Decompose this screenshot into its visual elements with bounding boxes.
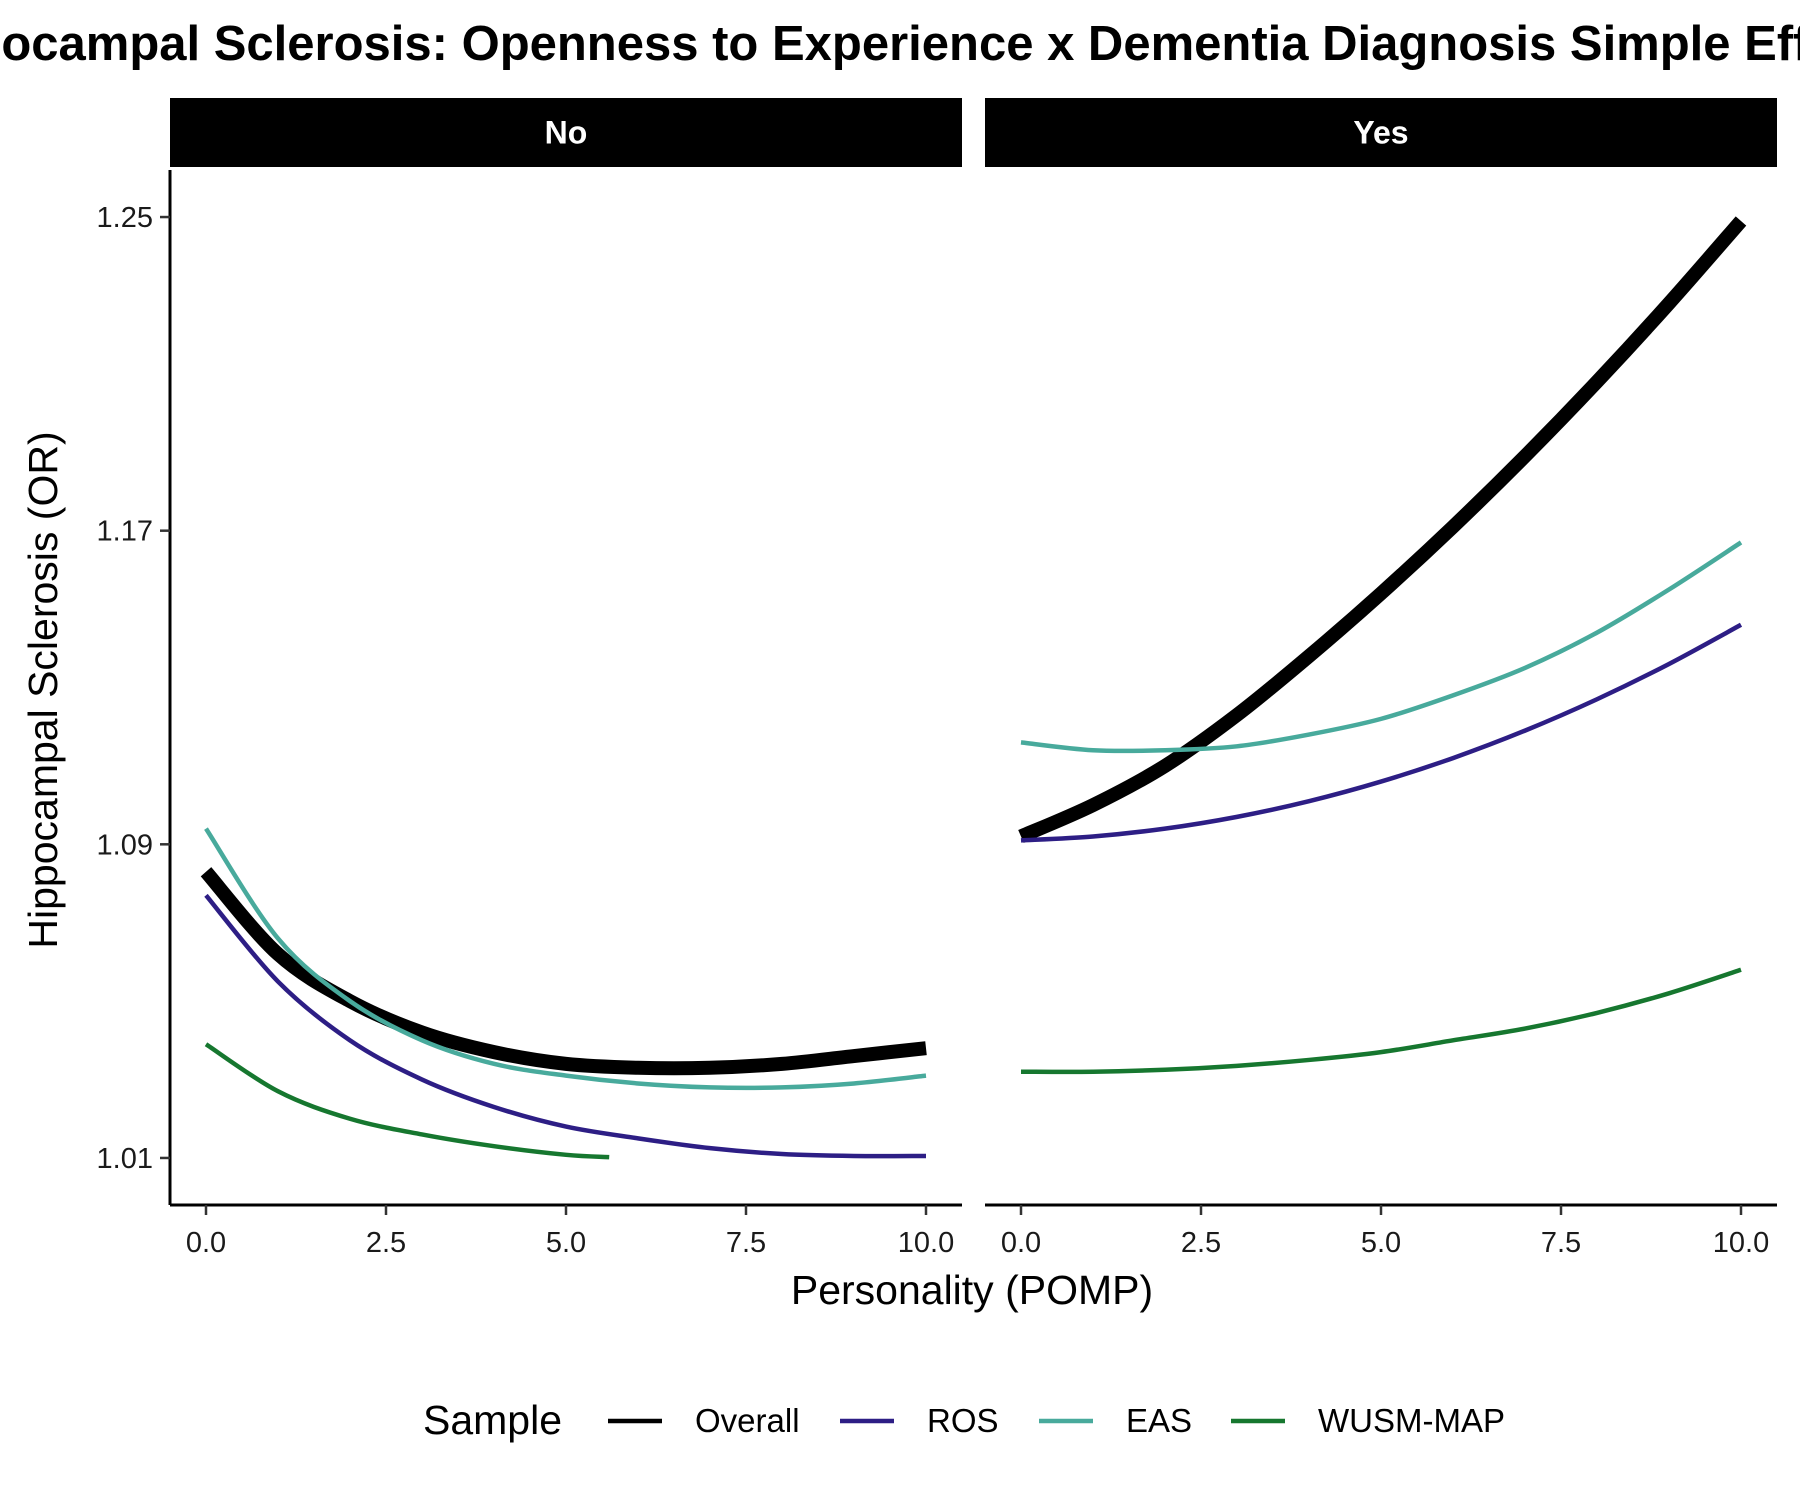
series-line-overall xyxy=(1018,216,1747,843)
chart-title: Hippocampal Sclerosis: Openness to Exper… xyxy=(0,17,1800,71)
y-tick-label: 1.25 xyxy=(97,202,153,234)
series-line-ros xyxy=(1020,622,1743,843)
series-line-overall xyxy=(200,867,927,1076)
legend-item-eas: EAS xyxy=(1039,1402,1192,1439)
x-tick-label: 7.5 xyxy=(726,1227,766,1259)
legend-item-ros: ROS xyxy=(840,1402,999,1439)
x-tick-label: 10.0 xyxy=(1713,1227,1769,1259)
x-tick-label: 0.0 xyxy=(1001,1227,1041,1259)
facet-strip-label: No xyxy=(545,115,588,151)
series-line-eas xyxy=(1020,540,1743,754)
legend-title: Sample xyxy=(423,1397,562,1443)
legend-item-wusm-map: WUSM-MAP xyxy=(1231,1402,1505,1439)
x-tick-label: 10.0 xyxy=(898,1227,954,1259)
y-tick-label: 1.01 xyxy=(97,1143,153,1175)
legend-label: EAS xyxy=(1126,1402,1192,1439)
x-tick-label: 5.0 xyxy=(1361,1227,1401,1259)
x-tick-label: 0.0 xyxy=(186,1227,226,1259)
series-line-wusm-map xyxy=(1020,967,1742,1075)
y-axis-title: Hippocampal Sclerosis (OR) xyxy=(20,431,66,948)
panel-yes: Yes 0.0 2.5 5.0 7.5 10.0 xyxy=(985,98,1777,1259)
facet-strip xyxy=(170,98,962,167)
x-tick-label: 2.5 xyxy=(1181,1227,1221,1259)
series-line-ros xyxy=(204,893,927,1159)
y-tick-label: 1.09 xyxy=(97,829,153,861)
y-tick-label: 1.17 xyxy=(97,516,153,548)
panels: No 0.0 2.5 5.0 7.5 10.0 1.01 1.09 1.17 1.25 Yes 0.0… xyxy=(97,98,1777,1259)
x-tick-label: 2.5 xyxy=(366,1227,406,1259)
legend-label: Overall xyxy=(695,1402,800,1439)
legend-label: ROS xyxy=(927,1402,999,1439)
facet-strip xyxy=(985,98,1777,167)
x-axis-title: Personality (POMP) xyxy=(791,1267,1153,1313)
facet-strip-label: Yes xyxy=(1353,115,1408,151)
x-tick-label: 5.0 xyxy=(546,1227,586,1259)
legend-item-overall: Overall xyxy=(608,1402,800,1439)
series-line-wusm-map xyxy=(204,1042,610,1160)
panel-no: No 0.0 2.5 5.0 7.5 10.0 1.01 1.09 1.17 1.25 xyxy=(97,98,962,1259)
x-tick-label: 7.5 xyxy=(1541,1227,1581,1259)
legend: Sample Overall ROS EAS WUSM-MAP xyxy=(423,1397,1505,1443)
legend-label: WUSM-MAP xyxy=(1318,1402,1505,1439)
series-line-eas xyxy=(204,827,927,1091)
